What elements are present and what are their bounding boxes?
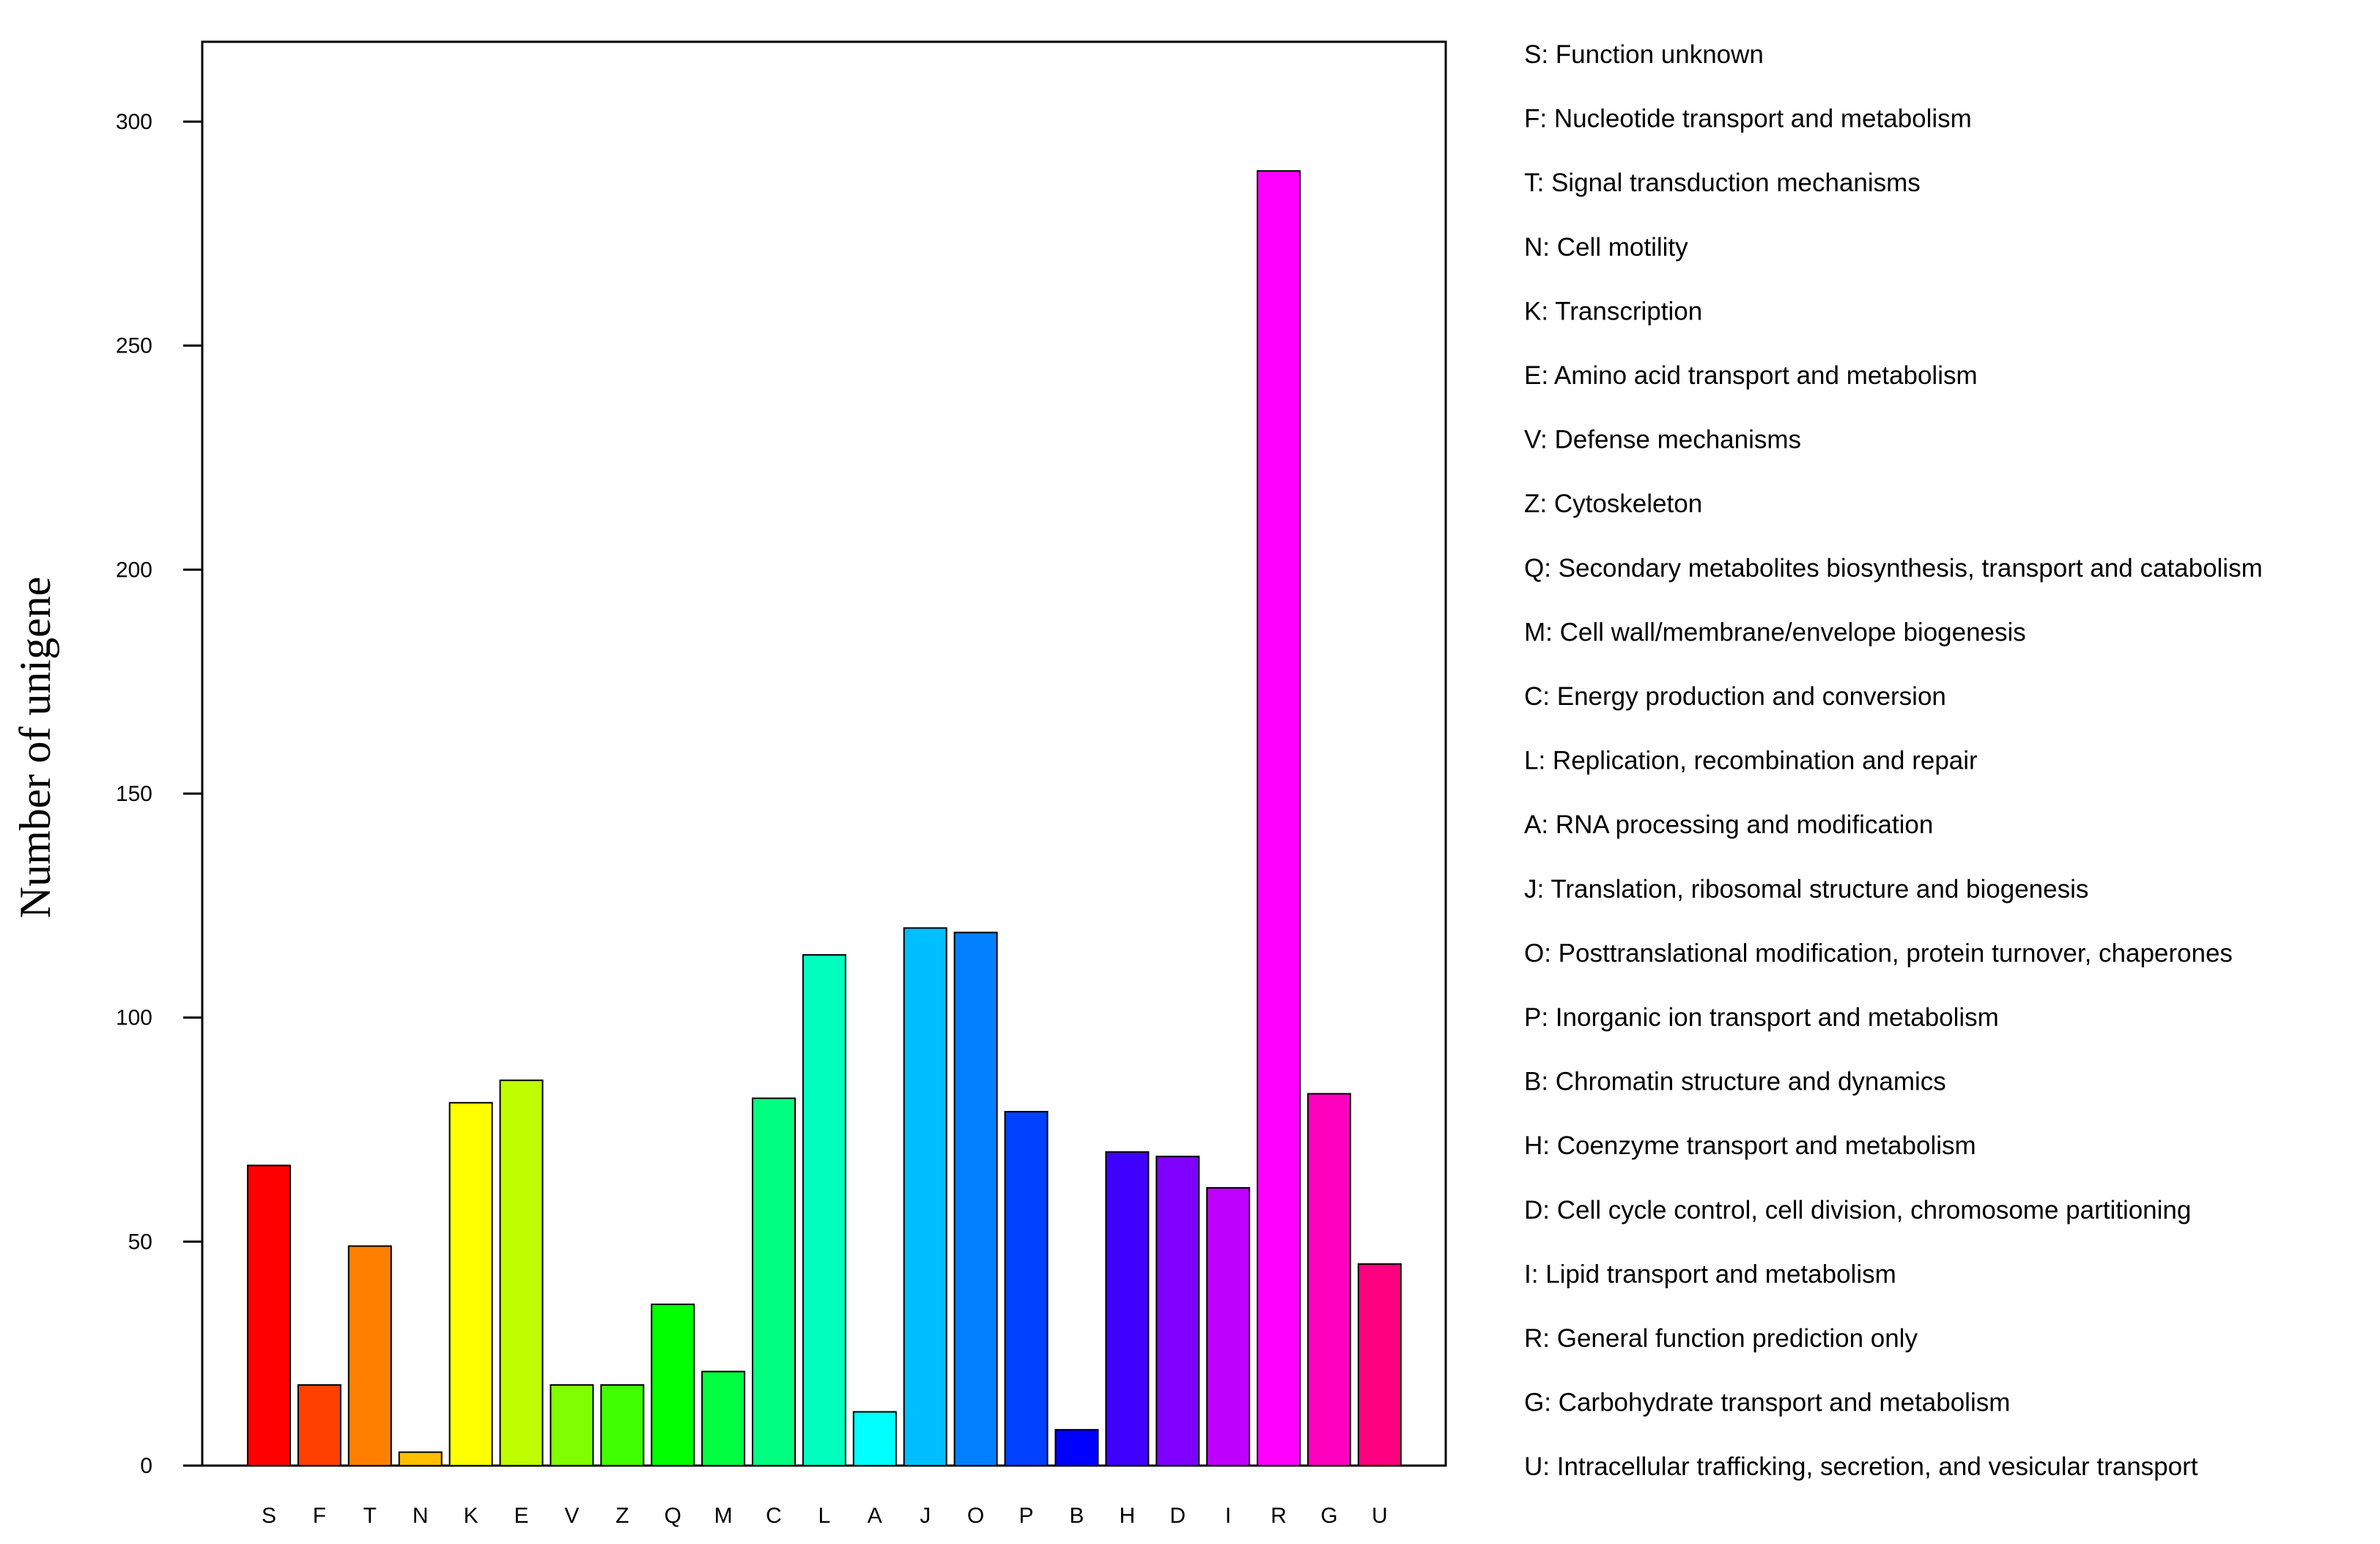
bar-k xyxy=(448,1101,493,1466)
bar-d xyxy=(1156,1156,1200,1467)
x-tick-label-u: U xyxy=(1372,1504,1388,1528)
bar-a xyxy=(852,1411,897,1467)
legend-entry: U: Intracellular trafficking, secretion,… xyxy=(1524,1452,2198,1481)
legend-entry: I: Lipid transport and metabolism xyxy=(1524,1260,1896,1288)
legend-entry: H: Coenzyme transport and metabolism xyxy=(1524,1131,1976,1160)
x-tick-label-c: C xyxy=(766,1504,782,1528)
bar-i xyxy=(1206,1186,1251,1467)
legend-entry: E: Amino acid transport and metabolism xyxy=(1524,361,1978,390)
x-tick-label-l: L xyxy=(818,1504,831,1528)
bar-f xyxy=(297,1384,341,1466)
bar-q xyxy=(651,1303,695,1467)
x-tick-label-v: V xyxy=(564,1504,579,1528)
x-tick-label-r: R xyxy=(1271,1504,1287,1528)
bar-c xyxy=(752,1097,796,1466)
legend-entry: F: Nucleotide transport and metabolism xyxy=(1524,105,1972,133)
bar-g xyxy=(1307,1093,1351,1467)
bar-v xyxy=(550,1384,594,1466)
y-tick-label: 250 xyxy=(116,334,152,358)
bar-p xyxy=(1004,1111,1049,1466)
legend-entry: T: Signal transduction mechanisms xyxy=(1524,169,1921,197)
x-tick-label-g: G xyxy=(1320,1504,1337,1528)
y-tick-label: 0 xyxy=(140,1454,152,1478)
legend-entry: K: Transcription xyxy=(1524,297,1702,325)
legend-entry: O: Posttranslational modification, prote… xyxy=(1524,939,2233,967)
legend-entry: A: RNA processing and modification xyxy=(1524,810,1933,839)
x-tick-label-e: E xyxy=(514,1504,528,1528)
legend-entry: P: Inorganic ion transport and metabolis… xyxy=(1524,1003,1999,1032)
bar-m xyxy=(701,1370,746,1466)
bar-r xyxy=(1257,170,1301,1466)
x-tick-label-d: D xyxy=(1169,1504,1186,1528)
x-tick-label-m: M xyxy=(714,1504,733,1528)
bar-s xyxy=(247,1164,291,1466)
x-tick-label-b: B xyxy=(1069,1504,1084,1528)
legend-entry: R: General function prediction only xyxy=(1524,1324,1918,1353)
legend-entry: G: Carbohydrate transport and metabolism xyxy=(1524,1389,2010,1417)
legend-entry: Q: Secondary metabolites biosynthesis, t… xyxy=(1524,554,2263,583)
legend-entry: M: Cell wall/membrane/envelope biogenesi… xyxy=(1524,618,2026,646)
legend-entry: S: Function unknown xyxy=(1524,40,1764,69)
x-tick-label-h: H xyxy=(1119,1504,1135,1528)
bar-l xyxy=(802,954,846,1466)
x-tick-label-p: P xyxy=(1019,1504,1033,1528)
x-tick-label-f: F xyxy=(313,1504,326,1528)
y-axis-title: Number of unigene xyxy=(11,577,59,919)
x-tick-label-q: Q xyxy=(665,1504,681,1528)
bar-n xyxy=(398,1451,443,1467)
bar-b xyxy=(1054,1429,1099,1467)
y-tick-label: 100 xyxy=(116,1006,152,1030)
bar-o xyxy=(953,931,998,1466)
legend-entry: V: Defense mechanisms xyxy=(1524,426,1801,454)
legend-entry: C: Energy production and conversion xyxy=(1524,682,1946,711)
x-tick-label-k: K xyxy=(464,1504,478,1528)
x-tick-label-a: A xyxy=(868,1504,882,1528)
x-tick-label-t: T xyxy=(363,1504,377,1528)
x-tick-label-s: S xyxy=(262,1504,276,1528)
y-tick-label: 150 xyxy=(116,782,152,806)
x-tick-label-n: N xyxy=(413,1504,429,1528)
legend-entry: Z: Cytoskeleton xyxy=(1524,490,1702,518)
legend-entry: B: Chromatin structure and dynamics xyxy=(1524,1068,1946,1096)
y-tick-label: 200 xyxy=(116,558,152,582)
bar-u xyxy=(1357,1263,1402,1467)
legend-entry: J: Translation, ribosomal structure and … xyxy=(1524,875,2088,904)
bar-j xyxy=(903,927,947,1466)
y-tick-label: 50 xyxy=(128,1230,152,1254)
x-tick-label-j: J xyxy=(920,1504,931,1528)
y-tick-label: 300 xyxy=(116,110,152,134)
bar-h xyxy=(1105,1151,1150,1466)
x-tick-label-i: I xyxy=(1225,1504,1231,1528)
legend-entry: D: Cell cycle control, cell division, ch… xyxy=(1524,1196,2191,1225)
x-tick-label-z: Z xyxy=(616,1504,629,1528)
bar-z xyxy=(600,1384,645,1466)
legend-entry: N: Cell motility xyxy=(1524,233,1688,262)
bar-e xyxy=(499,1079,544,1466)
legend-entry: L: Replication, recombination and repair xyxy=(1524,747,1978,775)
x-tick-label-o: O xyxy=(967,1504,984,1528)
bar-t xyxy=(347,1245,392,1466)
